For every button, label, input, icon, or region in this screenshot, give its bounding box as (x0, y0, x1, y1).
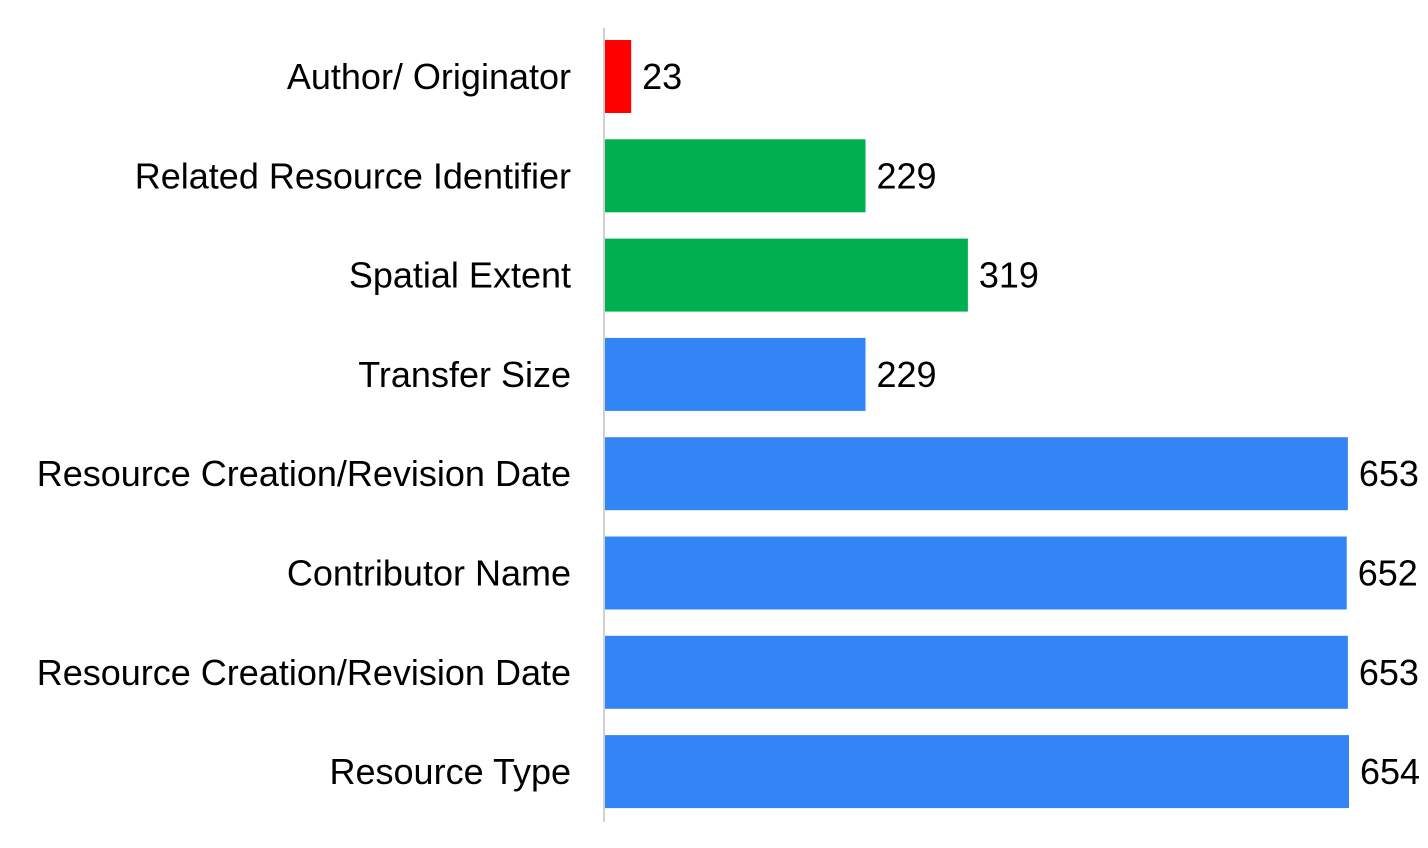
data-label: 23 (642, 56, 682, 97)
data-label: 229 (877, 354, 937, 395)
category-label: Contributor Name (287, 553, 571, 594)
category-label: Author/ Originator (287, 56, 571, 97)
bar (605, 238, 968, 312)
category-label: Related Resource Identifier (135, 155, 571, 196)
bar (605, 337, 866, 411)
bar (605, 635, 1348, 709)
bar (605, 536, 1347, 610)
category-label: Resource Type (330, 751, 571, 792)
data-label: 319 (979, 255, 1039, 296)
category-label: Spatial Extent (349, 255, 571, 296)
bar (605, 735, 1349, 809)
data-label: 654 (1360, 751, 1420, 792)
data-label: 229 (877, 155, 937, 196)
data-label: 652 (1358, 553, 1418, 594)
data-label: 653 (1359, 453, 1419, 494)
bar (605, 437, 1348, 511)
bar (605, 40, 632, 113)
category-label: Transfer Size (358, 354, 571, 395)
category-label: Resource Creation/Revision Date (37, 652, 571, 693)
data-label: 653 (1359, 652, 1419, 693)
bars-group: Author/ Originator 23 Related Resource Ide… (37, 40, 1420, 809)
bar (605, 139, 866, 213)
category-label: Resource Creation/Revision Date (37, 453, 571, 494)
